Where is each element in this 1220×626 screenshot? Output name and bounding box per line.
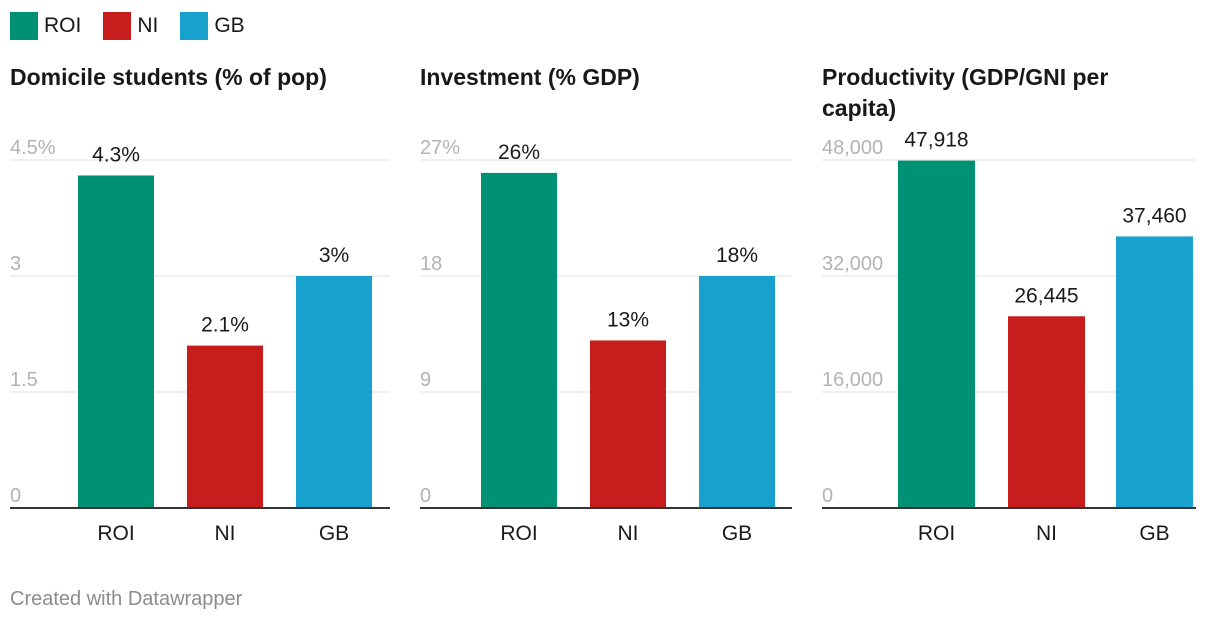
value-label-roi: 26% [498,141,540,164]
value-label-ni: 26,445 [1014,284,1078,307]
chart-title: Domicile students (% of pop) [10,64,327,90]
y-tick-label: 0 [822,485,833,507]
y-tick-label: 32,000 [822,253,883,275]
value-label-ni: 2.1% [201,314,249,337]
chart-title: Investment (% GDP) [420,64,640,90]
value-label-gb: 18% [716,244,758,267]
x-tick-label-gb: GB [722,522,752,545]
bar-gb [1116,236,1193,509]
legend-label-ni: NI [137,14,159,37]
legend-label-roi: ROI [44,14,82,37]
bar-chart-domicile-students: 0 1.5 3 4.5% 4.3% ROI 2.1% NI 3% GB [10,137,390,545]
y-tick-label: 9 [420,369,431,391]
x-tick-label-ni: NI [1036,522,1057,545]
bar-chart-productivity: 0 16,000 32,000 48,000 47,918 ROI 26,445 NI 37,4… [822,129,1196,545]
chart-panel-domicile-students: Domicile students (% of pop) 0 1.5 3 4.5% 4.… [10,62,390,562]
y-tick-label: 48,000 [822,137,883,159]
bar-ni [1008,316,1085,508]
value-label-gb: 3% [319,244,349,267]
bar-ni [187,345,263,508]
x-tick-label-ni: NI [215,522,236,545]
bar-roi [898,160,975,509]
legend-item-roi: ROI [10,12,81,40]
y-tick-label: 0 [420,485,431,507]
x-tick-label-roi: ROI [918,522,955,545]
legend-swatch-ni [103,12,132,40]
bar-gb [296,276,372,508]
legend-label-gb: GB [214,14,245,37]
y-tick-label: 4.5% [10,137,56,159]
x-tick-label-gb: GB [1139,522,1169,545]
y-tick-label: 18 [420,253,442,275]
bar-roi [481,172,557,508]
chart-panel-investment: Investment (% GDP) 0 9 18 27% 26% ROI 13% NI 18%… [420,62,792,562]
value-label-roi: 4.3% [92,143,140,166]
y-tick-label: 27% [420,137,460,159]
y-tick-label: 0 [10,485,21,507]
bar-gb [699,276,775,508]
y-tick-label: 1.5 [10,369,38,391]
chart-panel-productivity: Productivity (GDP/GNI per capita) 0 16,00… [822,62,1196,562]
value-label-gb: 37,460 [1122,204,1186,227]
value-label-ni: 13% [607,308,649,331]
legend-item-ni: NI [103,12,158,40]
chart-title: Productivity (GDP/GNI per capita) [822,64,1109,121]
bar-ni [590,340,666,508]
y-tick-label: 3 [10,253,21,275]
x-tick-label-roi: ROI [500,522,537,545]
chart-legend: ROI NI GB [10,10,267,42]
legend-swatch-gb [180,12,209,40]
value-label-roi: 47,918 [904,129,968,152]
x-tick-label-ni: NI [618,522,639,545]
bar-chart-investment: 0 9 18 27% 26% ROI 13% NI 18% GB [420,137,792,545]
datawrapper-credit: Created with Datawrapper [10,588,243,610]
x-tick-label-roi: ROI [97,522,134,545]
legend-swatch-roi [10,12,38,40]
x-tick-label-gb: GB [319,522,349,545]
bar-roi [78,175,154,508]
y-tick-label: 16,000 [822,369,883,391]
legend-item-gb: GB [180,12,245,40]
